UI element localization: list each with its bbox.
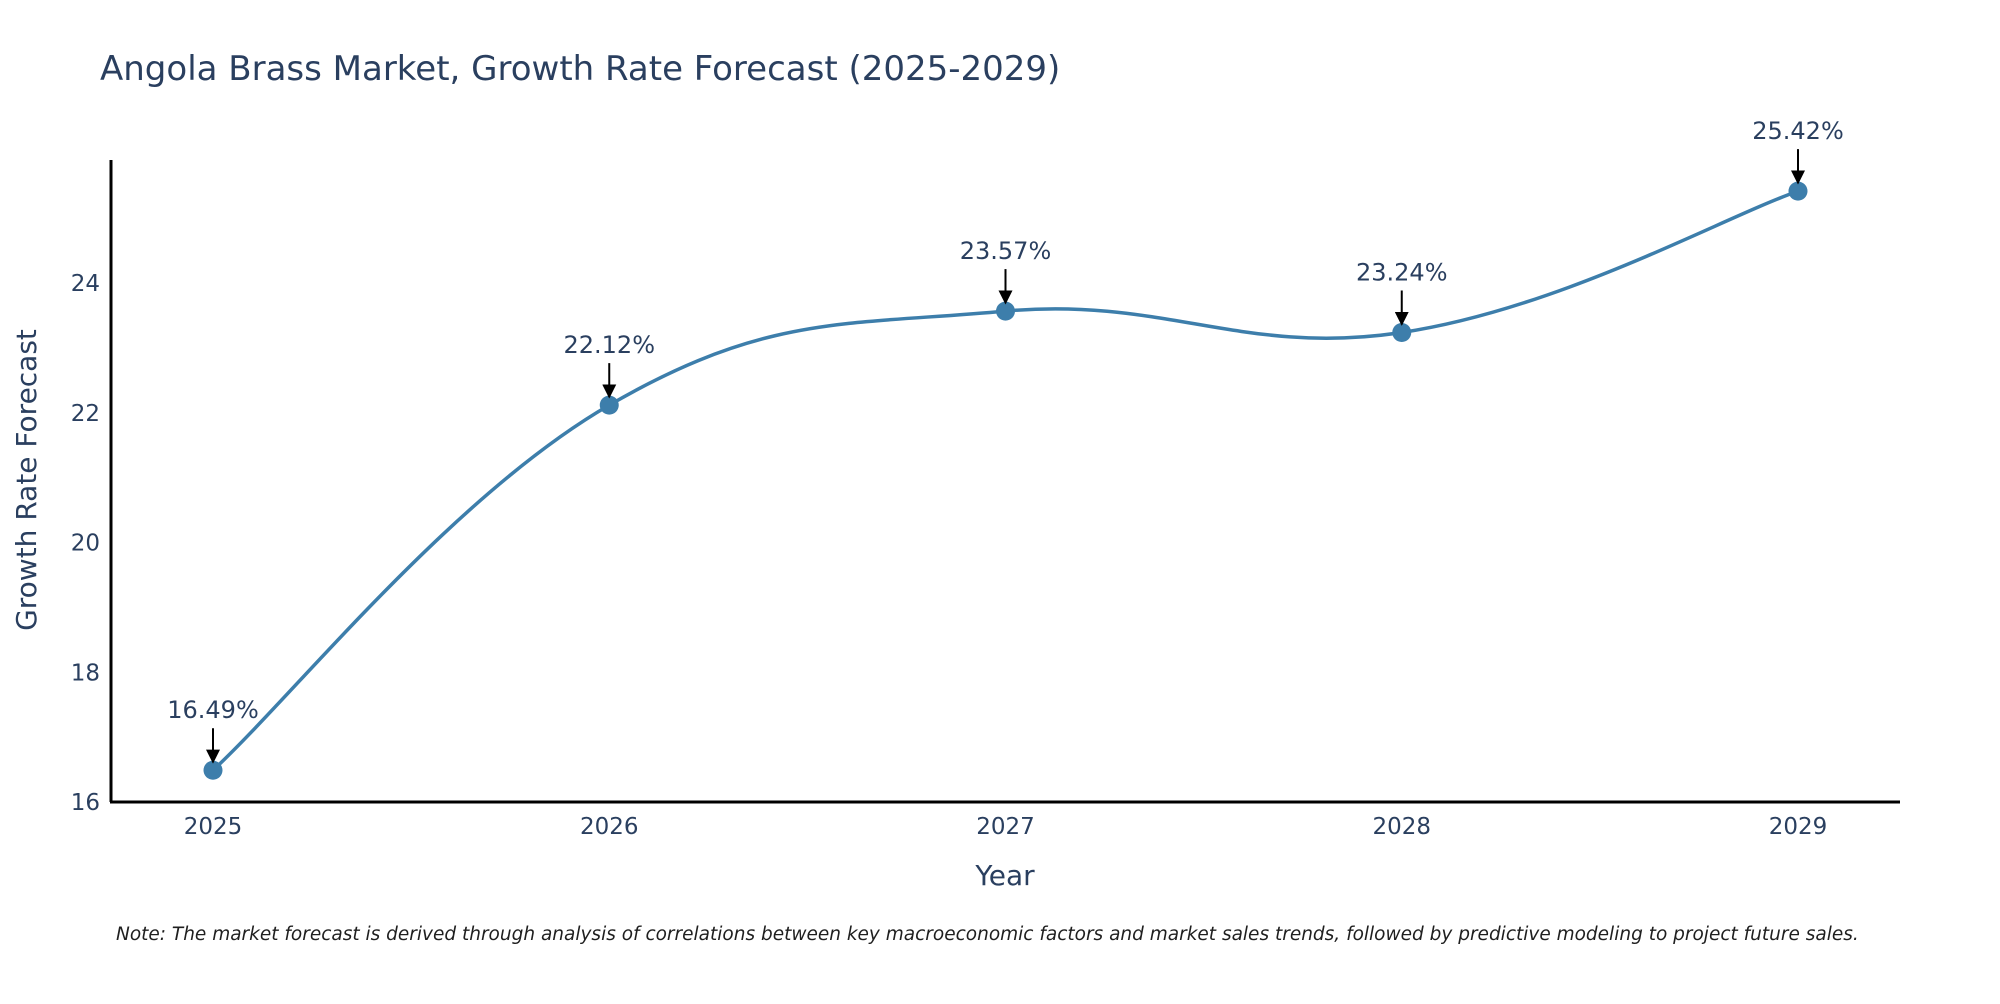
y-tick-label: 22 bbox=[71, 401, 100, 427]
y-tick-label: 24 bbox=[71, 271, 100, 297]
data-point-2027 bbox=[996, 301, 1015, 321]
chart-title: Angola Brass Market, Growth Rate Forecas… bbox=[100, 49, 1060, 89]
y-tick-label: 16 bbox=[71, 790, 100, 816]
data-label-2025: 16.49% bbox=[167, 696, 259, 724]
data-label-2028: 23.24% bbox=[1356, 258, 1448, 286]
data-point-2025 bbox=[203, 760, 223, 780]
x-tick-label: 2027 bbox=[976, 814, 1035, 840]
data-point-2029 bbox=[1788, 181, 1808, 201]
data-annotations: 16.49% 22.12% 23.57% 23.24% 25.42% bbox=[167, 117, 1844, 764]
data-label-2027: 23.57% bbox=[960, 237, 1052, 265]
series-line bbox=[211, 189, 1799, 772]
data-label-2029: 25.42% bbox=[1752, 117, 1844, 145]
x-tick-label: 2025 bbox=[184, 814, 243, 840]
y-tick-label: 18 bbox=[71, 660, 100, 686]
y-axis-title: Growth Rate Forecast bbox=[10, 329, 43, 631]
data-points bbox=[203, 181, 1808, 780]
x-tick-label: 2028 bbox=[1372, 814, 1431, 840]
y-axis-ticks: 16 18 20 22 24 bbox=[71, 271, 100, 816]
x-axis-title: Year bbox=[974, 859, 1035, 892]
x-tick-label: 2026 bbox=[580, 814, 639, 840]
y-tick-label: 20 bbox=[71, 531, 100, 557]
data-point-2028 bbox=[1392, 322, 1412, 342]
x-tick-label: 2029 bbox=[1769, 814, 1828, 840]
data-point-2026 bbox=[599, 395, 619, 415]
footnote: Note: The market forecast is derived thr… bbox=[116, 924, 1859, 945]
x-axis-ticks: 2025 2026 2027 2028 2029 bbox=[184, 814, 1828, 840]
data-label-2026: 22.12% bbox=[563, 331, 655, 359]
